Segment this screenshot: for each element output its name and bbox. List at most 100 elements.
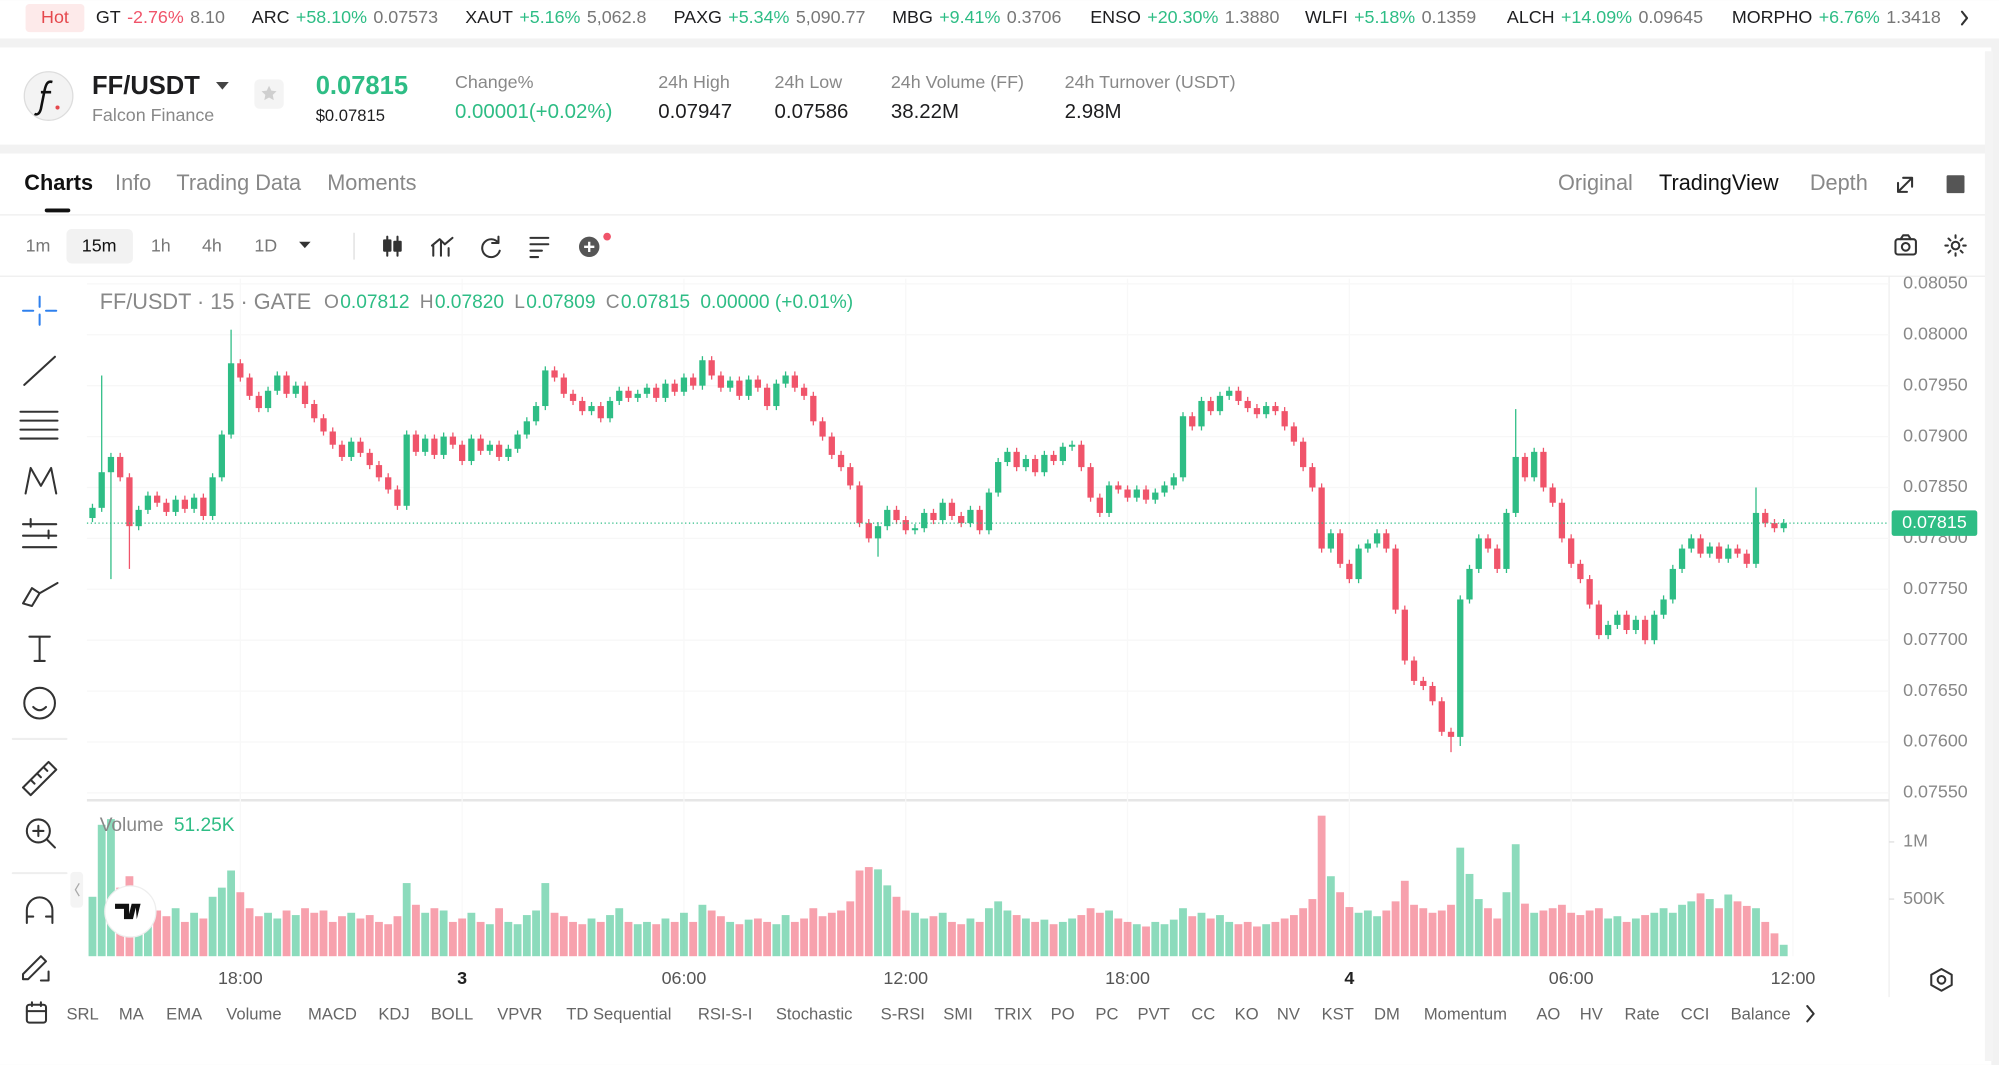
indicator[interactable]: KDJ: [378, 1004, 409, 1023]
indicator[interactable]: DM: [1374, 1004, 1400, 1023]
lock-tool[interactable]: [21, 955, 50, 982]
scrollbar: [1984, 51, 1993, 1062]
ticker-item[interactable]: ARC +58.10% 0.07573: [252, 7, 438, 27]
expand-icon[interactable]: [1897, 176, 1914, 193]
volume-bar: [448, 921, 457, 957]
ticker-item[interactable]: WLFI +5.18% 0.1359: [1305, 7, 1476, 27]
indicator[interactable]: TD Sequential: [566, 1004, 671, 1023]
indicator[interactable]: KO: [1235, 1004, 1259, 1023]
interval-dropdown[interactable]: [299, 241, 311, 249]
ohlc-key: H: [420, 292, 434, 313]
candle-body: [542, 370, 549, 407]
fib-tool[interactable]: [19, 410, 59, 440]
chart-type-icon[interactable]: [383, 235, 402, 257]
y-tick-label: 0.07850: [1903, 476, 1968, 496]
crosshair-tool[interactable]: [21, 295, 58, 326]
candle-body: [1124, 489, 1131, 498]
collapse-tab[interactable]: [70, 871, 84, 908]
tab[interactable]: Trading Data: [176, 170, 302, 195]
ticker-symbol: GT: [96, 7, 121, 27]
tab[interactable]: Info: [115, 170, 151, 195]
text-tool[interactable]: [28, 635, 51, 662]
template-icon[interactable]: [529, 236, 550, 259]
tab[interactable]: Moments: [327, 170, 416, 195]
indicator[interactable]: Momentum: [1424, 1004, 1507, 1023]
volume-bar: [1650, 912, 1659, 957]
interval[interactable]: 15m: [82, 236, 117, 256]
indicator[interactable]: Volume: [226, 1004, 281, 1023]
candle-body: [1364, 543, 1371, 549]
indicator[interactable]: NV: [1277, 1004, 1300, 1023]
ticker-item[interactable]: MORPHO +6.76% 1.3418: [1732, 7, 1941, 27]
candle-body: [431, 438, 438, 455]
interval[interactable]: 1m: [26, 236, 51, 256]
candle-body: [1392, 548, 1399, 610]
indicator[interactable]: TRIX: [994, 1004, 1032, 1023]
indicator[interactable]: PC: [1095, 1004, 1118, 1023]
volume-bar: [439, 910, 448, 957]
indicator[interactable]: PO: [1051, 1004, 1075, 1023]
ticker-symbol: ENSO: [1090, 7, 1141, 27]
indicator[interactable]: SMI: [943, 1004, 973, 1023]
axis-settings[interactable]: [1930, 967, 1953, 992]
indicator[interactable]: AO: [1536, 1004, 1560, 1023]
fullscreen-icon[interactable]: [1946, 175, 1965, 194]
stat-label: 24h Low: [775, 72, 843, 92]
ticker-item[interactable]: ENSO +20.30% 1.3880: [1090, 7, 1279, 27]
indicator[interactable]: RSI-S-I: [698, 1004, 752, 1023]
volume-bar: [1622, 921, 1631, 957]
y-tick-label: 0.08000: [1903, 323, 1968, 343]
camera-icon[interactable]: [1894, 234, 1917, 256]
ticker-next[interactable]: [1960, 10, 1969, 26]
view-option[interactable]: Depth: [1810, 170, 1868, 195]
pattern-tool[interactable]: [24, 466, 58, 495]
replay-icon[interactable]: [481, 235, 501, 259]
settings-icon[interactable]: [1944, 234, 1967, 257]
pair-dropdown[interactable]: [216, 81, 229, 90]
indicator[interactable]: SRL: [66, 1004, 98, 1023]
indicator[interactable]: PVT: [1138, 1004, 1170, 1023]
indicator[interactable]: HV: [1580, 1004, 1603, 1023]
volume-bar: [661, 918, 670, 957]
ticker-item[interactable]: XAUT +5.16% 5,062.8: [465, 7, 646, 27]
ticker-item[interactable]: MBG +9.41% 0.3706: [892, 7, 1061, 27]
indicator-next[interactable]: [1806, 1005, 1815, 1023]
ticker-item[interactable]: GT -2.76% 8.10: [96, 7, 225, 27]
prediction-tool[interactable]: [21, 518, 58, 549]
interval[interactable]: 1h: [151, 236, 171, 256]
ruler-tool[interactable]: [21, 760, 58, 797]
indicator[interactable]: Stochastic: [776, 1004, 853, 1023]
emoji-tool[interactable]: [23, 686, 56, 720]
indicator[interactable]: CC: [1191, 1004, 1215, 1023]
ticker-price: 1.3418: [1886, 7, 1941, 27]
calendar-icon[interactable]: [25, 1001, 48, 1024]
tab[interactable]: Charts: [24, 170, 93, 195]
volume-bar: [162, 916, 171, 957]
indicator[interactable]: VPVR: [497, 1004, 542, 1023]
zoom-tool[interactable]: [25, 818, 51, 844]
volume-bar: [837, 910, 845, 957]
indicator[interactable]: CCI: [1681, 1004, 1710, 1023]
interval[interactable]: 4h: [202, 236, 222, 256]
interval[interactable]: 1D: [254, 236, 277, 256]
indicator[interactable]: BOLL: [431, 1004, 473, 1023]
indicator[interactable]: Balance: [1731, 1004, 1791, 1023]
magnet-tool[interactable]: [25, 896, 54, 924]
volume-bar: [513, 924, 522, 957]
view-option[interactable]: Original: [1558, 170, 1633, 195]
indicator[interactable]: Rate: [1625, 1004, 1660, 1023]
indicator-icon[interactable]: [430, 236, 454, 257]
indicator[interactable]: KST: [1322, 1004, 1354, 1023]
indicator[interactable]: S-RSI: [881, 1004, 925, 1023]
view-option[interactable]: TradingView: [1659, 170, 1779, 195]
volume-bar: [1742, 905, 1751, 957]
ticker-item[interactable]: PAXG +5.34% 5,090.77: [674, 7, 866, 27]
candles: [89, 329, 1787, 753]
ticker-item[interactable]: ALCH +14.09% 0.09645: [1507, 7, 1703, 27]
volume-bar: [180, 921, 189, 957]
indicator[interactable]: EMA: [166, 1004, 203, 1023]
indicator[interactable]: MA: [119, 1004, 145, 1023]
brush-tool[interactable]: [21, 581, 59, 608]
trendline-tool[interactable]: [23, 355, 56, 386]
indicator[interactable]: MACD: [308, 1004, 357, 1023]
